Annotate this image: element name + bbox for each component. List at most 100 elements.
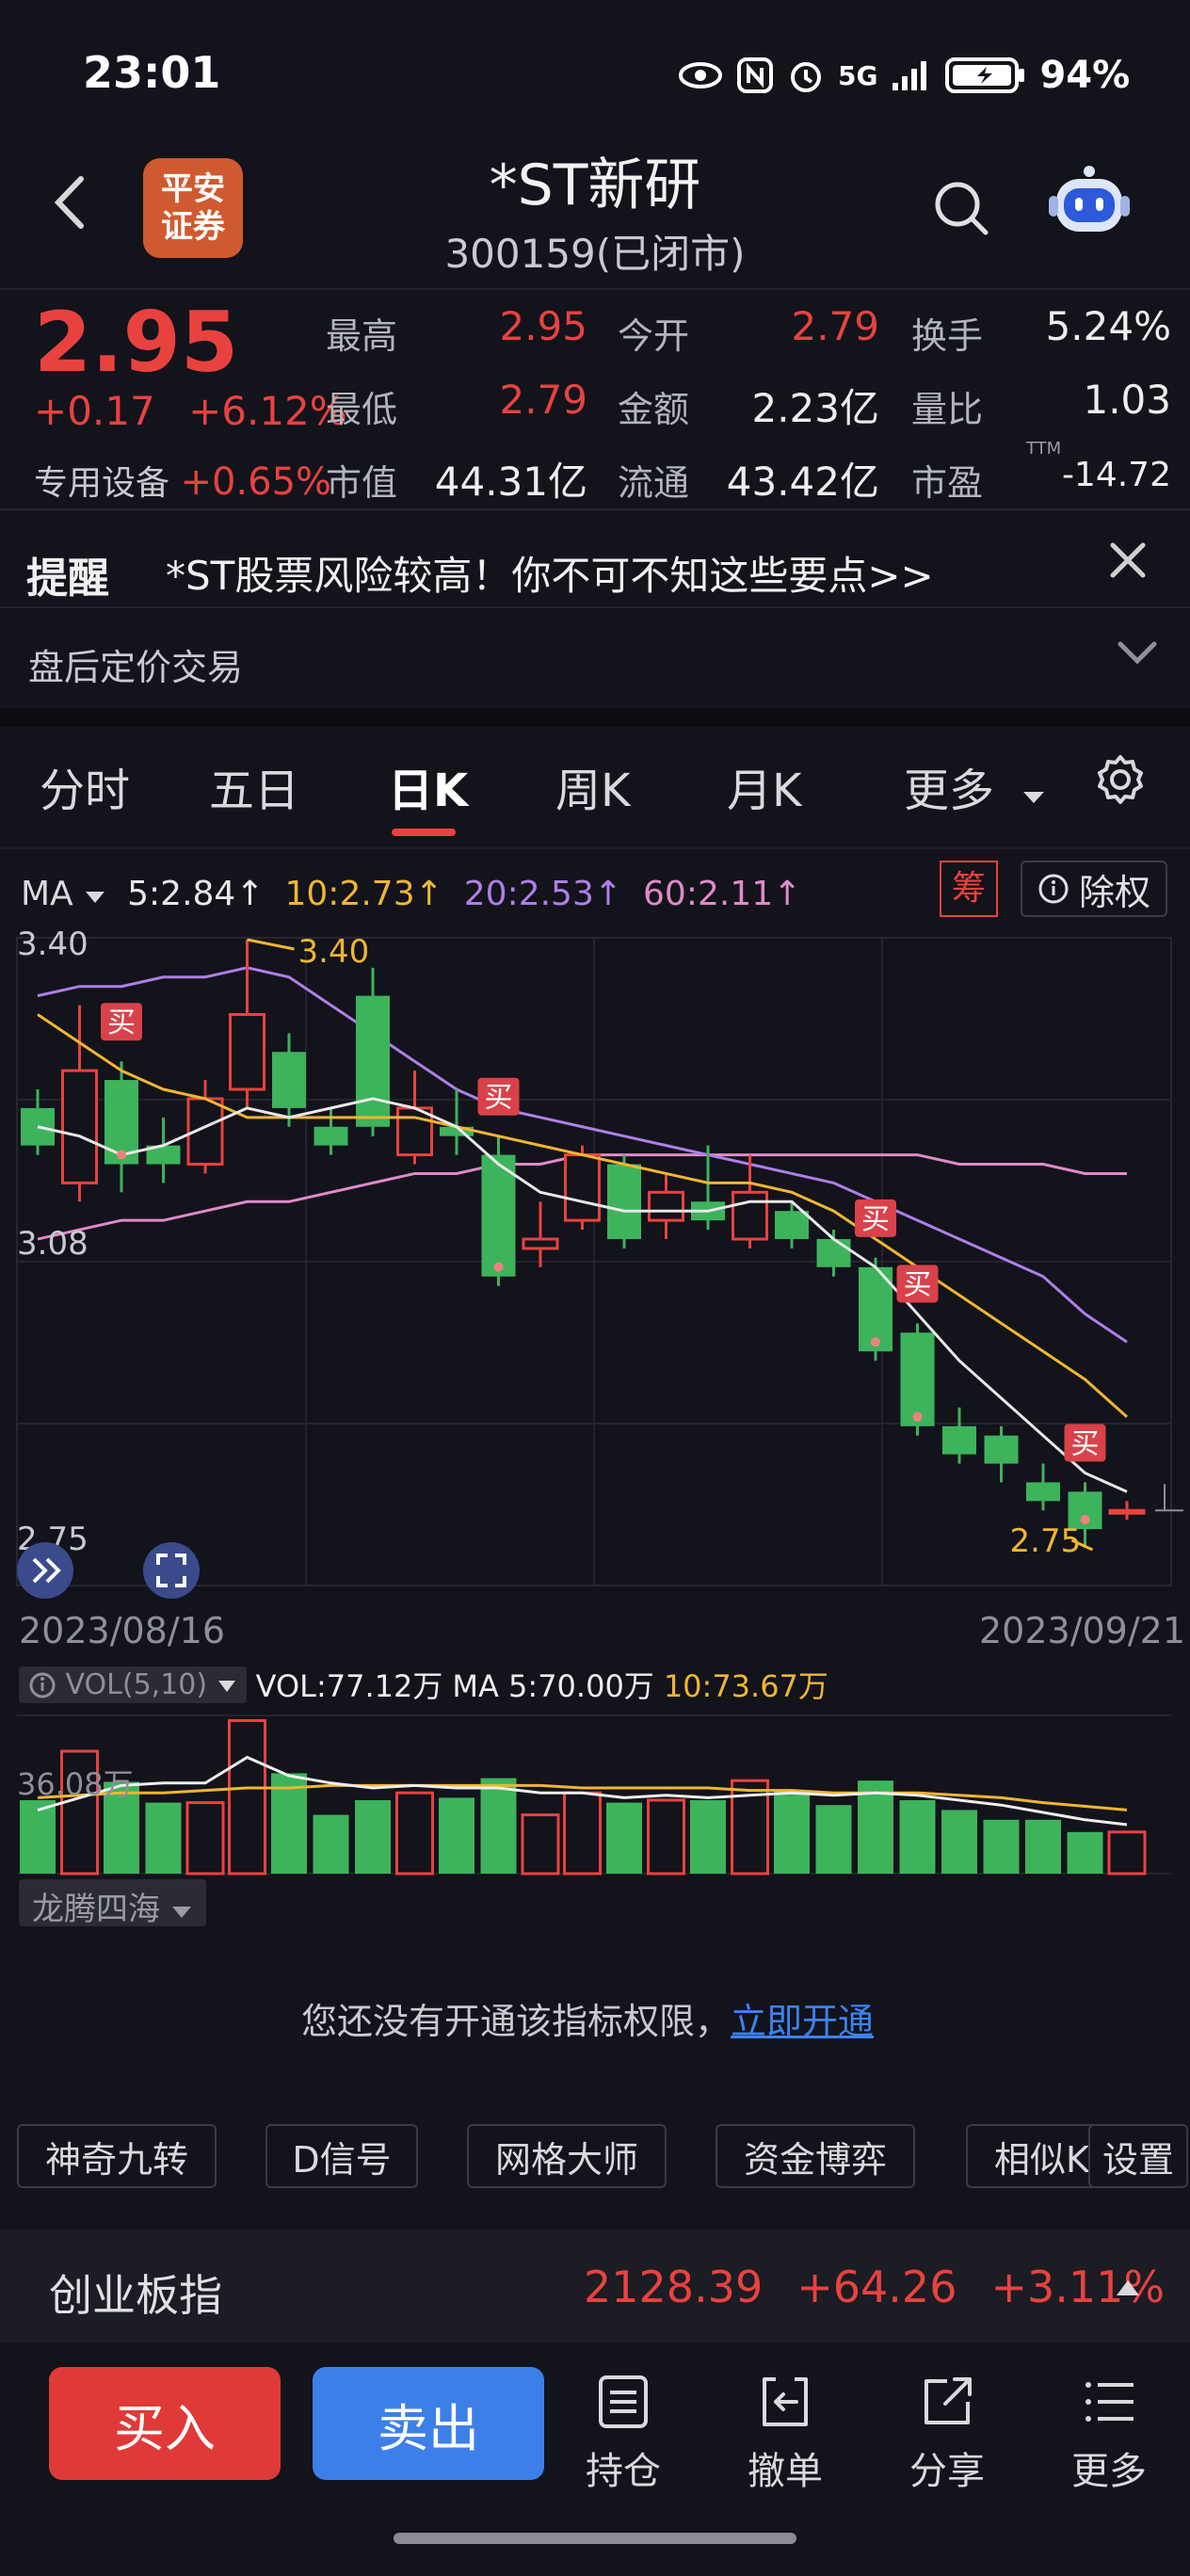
volume-bar [20,1800,56,1874]
share-label: 分享 [909,2450,985,2493]
share-icon [925,2377,972,2424]
back-button[interactable] [47,169,104,245]
buy-signal-label: 买 [1071,1427,1100,1460]
ma-label: MA [21,874,73,913]
volume-bar [815,1805,852,1874]
buy-signal-label: 买 [904,1268,932,1301]
cancel-order-button[interactable]: 撤单 [729,2369,842,2495]
volume-bar [690,1800,726,1874]
signal-dot [871,1337,880,1347]
label-low: 最低 [326,389,398,430]
ma-legend: MA 5:2.84↑ 10:2.73↑ 20:2.53↑ 60:2.11↑ [21,870,801,917]
volume-bar [313,1814,349,1874]
search-button[interactable] [932,179,990,237]
volume-bar [1107,1830,1147,1876]
tab-more[interactable]: 更多 [904,753,1046,819]
buy-button[interactable]: 买入 [49,2367,281,2480]
candle-body [396,1106,433,1157]
value-pe: -14.72 [1061,456,1171,494]
tab-five-day[interactable]: 五日 [209,765,300,817]
home-indicator [394,2533,796,2544]
double-chevron-right-icon [32,1557,61,1584]
signal-dot [117,1150,126,1160]
index-value: 2128.39 [584,2262,764,2312]
chip-similar-k[interactable]: 相似K [966,2124,1098,2188]
ma-selector[interactable]: MA [21,875,106,913]
candle-body [440,1126,474,1136]
sell-button[interactable]: 卖出 [313,2367,544,2480]
volume-selector[interactable]: VOL(5,10) [19,1666,247,1703]
index-change: +64.26 [796,2262,957,2312]
low-pointer [1070,1538,1094,1552]
ai-assistant-button[interactable] [1047,162,1132,247]
chip-distribution-button[interactable]: 筹 [940,861,998,917]
high-label: 3.40 [298,933,370,971]
candle-body [648,1190,684,1222]
eye-icon [679,62,722,89]
volume-bar [858,1780,893,1874]
share-button[interactable]: 分享 [891,2369,1004,2495]
value-amount: 2.23亿 [751,385,879,431]
reminder-link[interactable]: *ST股票风险较高！你不可不知这些要点>> [166,553,934,599]
candle-body [522,1237,559,1250]
ex-rights-button[interactable]: 除权 [1021,861,1167,917]
chevron-left-icon [54,176,84,229]
value-mktcap: 44.31亿 [434,459,587,505]
volume-bar [355,1800,391,1874]
volume-bar [271,1773,307,1874]
caret-up-icon[interactable] [1115,2278,1141,2297]
volume-bar [1067,1831,1103,1874]
volume-bar [104,1781,139,1874]
scroll-left-button[interactable] [17,1542,73,1599]
divider [0,288,1190,290]
caret-down-icon [86,891,105,903]
tab-monthly-k[interactable]: 月K [727,765,802,817]
broker-logo: 平安 证券 [143,158,243,258]
volume-axis-label: 36.08万 [17,1766,134,1802]
settings-button[interactable] [1094,753,1147,817]
volume-bar [774,1790,810,1874]
volume-bar [60,1749,99,1876]
buy-signal-tag [101,1003,142,1041]
volume-legend: VOL(5,10) VOL:77.12万 MA 5:70.00万 10:73.6… [19,1661,828,1708]
cancel-order-label: 撤单 [748,2450,823,2493]
candle-body [775,1211,809,1240]
expand-button[interactable] [1117,633,1158,676]
close-reminder-button[interactable] [1107,533,1149,594]
date-end: 2023/09/21 [979,1610,1186,1651]
volume-bar [145,1802,182,1874]
signal-dot [1080,1515,1090,1525]
tab-intraday[interactable]: 分时 [40,765,131,817]
volume-bar [185,1801,225,1876]
tab-weekly-k[interactable]: 周K [555,765,631,817]
chip-d-signal[interactable]: D信号 [265,2124,418,2188]
more-label: 更多 [1071,2450,1147,2493]
ma20-value: 20:2.53↑ [463,874,623,913]
y-axis-top: 3.40 [17,926,88,963]
chip-fund-game[interactable]: 资金博弈 [716,2124,915,2188]
tab-daily-k[interactable]: 日K [388,765,469,817]
network-label: 5G [838,59,878,91]
candle-body [314,1126,348,1146]
position-button[interactable]: 持仓 [567,2369,680,2495]
gear-icon [1098,755,1143,804]
chip-grid-master[interactable]: 网格大师 [467,2124,667,2188]
reminder-tag: 提醒 [26,555,109,603]
sector-row[interactable]: 专用设备 +0.65% [34,456,331,505]
active-tab-indicator [392,829,456,836]
chip-settings[interactable]: 设置 [1088,2124,1188,2188]
indicator-selector[interactable]: 龙腾四海 [19,1879,206,1928]
volume-bar [439,1797,474,1874]
chip-magic-nine[interactable]: 神奇九转 [17,2124,217,2188]
index-ticker-bar[interactable] [0,2230,1190,2343]
activate-link[interactable]: 立即开通 [731,2001,875,2042]
volume-bar [395,1791,434,1876]
info-icon [29,1672,56,1699]
section-gap [0,708,1190,727]
volume-bar [521,1813,560,1876]
more-button[interactable]: 更多 [1053,2369,1166,2495]
fullscreen-button[interactable] [143,1542,200,1599]
after-hours-trading[interactable]: 盘后定价交易 [28,647,244,688]
